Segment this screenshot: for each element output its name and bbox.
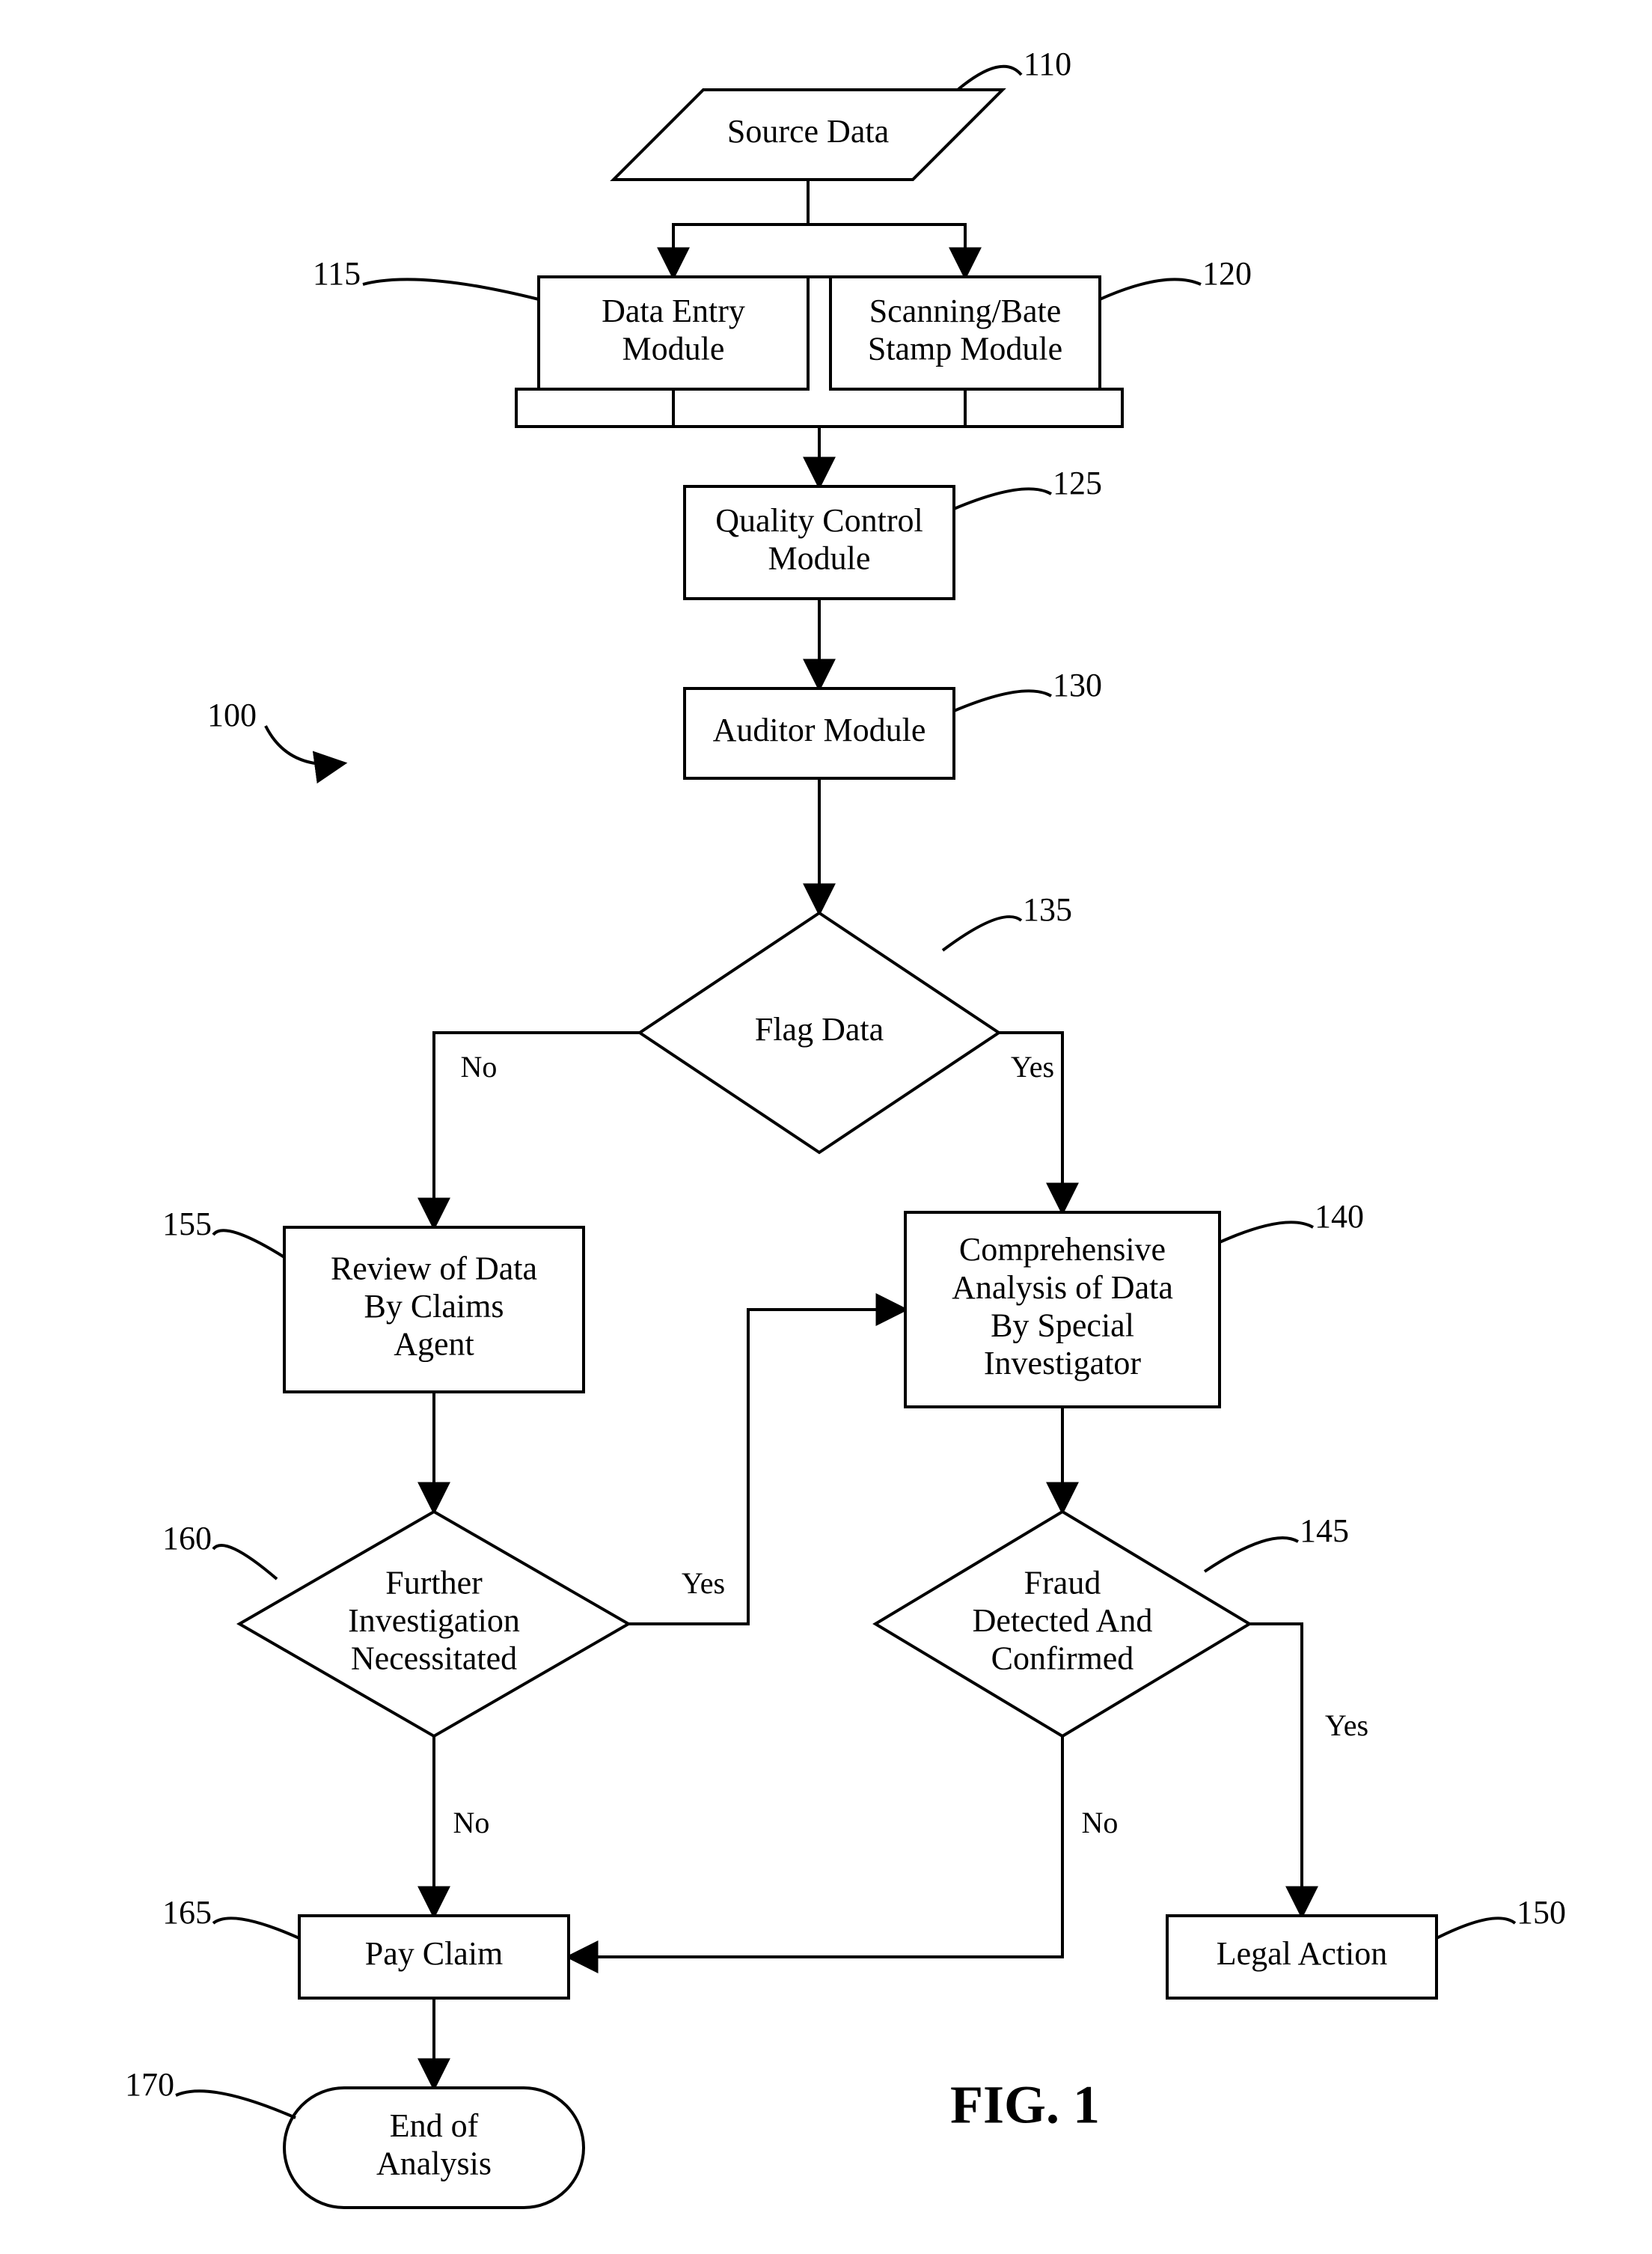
node-further-ref: 160	[162, 1520, 212, 1557]
node-auditor-ref: 130	[1053, 667, 1102, 703]
figure-label: FIG. 1	[950, 2075, 1100, 2135]
node-source-ref: 110	[1024, 46, 1071, 82]
node-end-ref: 170	[125, 2066, 174, 2103]
node-flag-line-0: Flag Data	[755, 1011, 884, 1048]
node-source-line-0: Source Data	[727, 113, 889, 150]
node-pay-ref: 165	[162, 1894, 212, 1931]
node-scan-line-0: Scanning/Bate	[869, 293, 1062, 329]
node-review-line-1: By Claims	[364, 1288, 504, 1325]
node-fraud-line-1: Detected And	[973, 1602, 1153, 1639]
system-ref-label: 100	[207, 697, 257, 733]
node-further-line-0: Further	[385, 1564, 483, 1601]
node-further-line-1: Investigation	[348, 1602, 520, 1639]
node-dataentry-line-0: Data Entry	[602, 293, 745, 329]
node-comp-line-0: Comprehensive	[959, 1231, 1166, 1268]
node-legal-ref: 150	[1517, 1894, 1566, 1931]
node-fraud-ref: 145	[1300, 1512, 1349, 1549]
node-comp-line-3: Investigator	[984, 1345, 1142, 1381]
node-comp-line-1: Analysis of Data	[952, 1269, 1173, 1306]
node-auditor-line-0: Auditor Module	[713, 712, 926, 748]
node-qc-line-1: Module	[768, 540, 871, 576]
node-end-line-1: Analysis	[376, 2145, 492, 2181]
edge-13-label: Yes	[682, 1566, 725, 1600]
node-qc-line-0: Quality Control	[715, 502, 923, 539]
node-scan-line-1: Stamp Module	[868, 330, 1062, 367]
node-review-line-0: Review of Data	[331, 1250, 537, 1286]
edge-10-label: Yes	[1011, 1050, 1054, 1084]
node-end-line-0: End of	[390, 2107, 479, 2144]
node-pay-line-0: Pay Claim	[365, 1935, 504, 1972]
node-legal-line-0: Legal Action	[1217, 1935, 1388, 1972]
node-comp-ref: 140	[1315, 1198, 1364, 1235]
node-dataentry-ref: 115	[313, 255, 361, 292]
node-review-ref: 155	[162, 1206, 212, 1242]
node-comp-line-2: By Special	[991, 1307, 1134, 1343]
node-further-line-2: Necessitated	[351, 1640, 517, 1677]
node-fraud-line-0: Fraud	[1024, 1564, 1101, 1601]
edge-15-label: No	[1082, 1806, 1119, 1839]
node-dataentry-line-1: Module	[622, 330, 725, 367]
node-scan-ref: 120	[1202, 255, 1252, 292]
node-flag-ref: 135	[1023, 891, 1072, 928]
node-review-line-2: Agent	[394, 1326, 474, 1363]
node-fraud-line-2: Confirmed	[991, 1640, 1134, 1677]
edge-14-label: No	[453, 1806, 490, 1839]
edge-9-label: No	[461, 1050, 498, 1084]
edge-16-label: Yes	[1325, 1708, 1368, 1742]
node-qc-ref: 125	[1053, 465, 1102, 501]
